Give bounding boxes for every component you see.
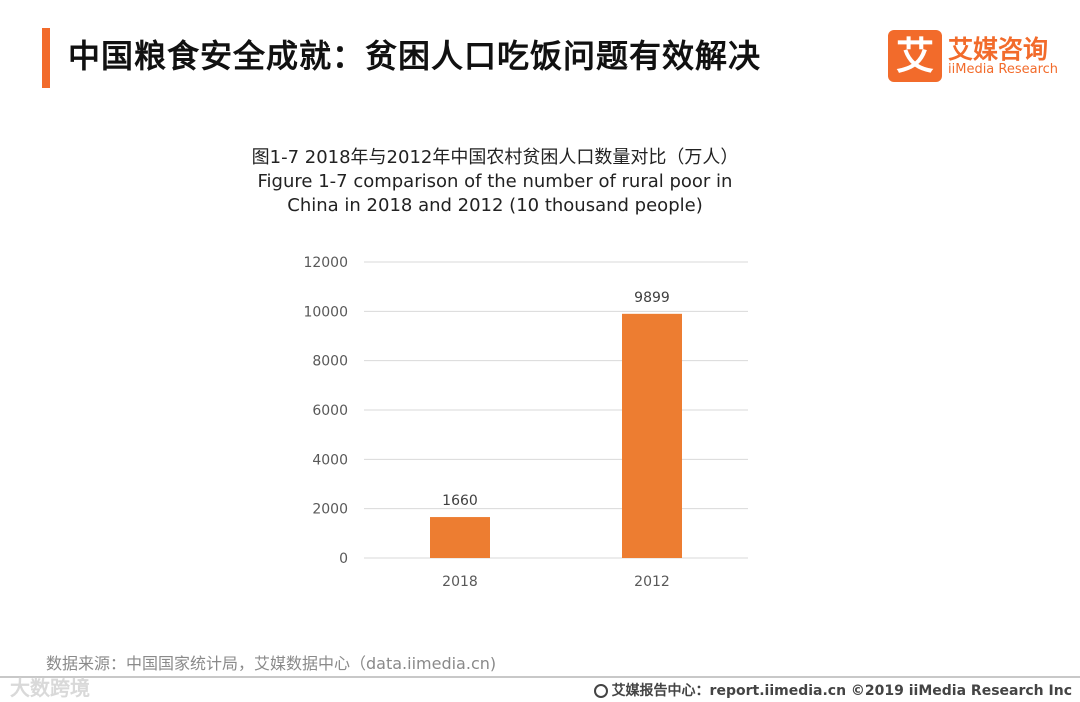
data-source-note: 数据来源：中国国家统计局，艾媒数据中心（data.iimedia.cn) <box>46 654 497 673</box>
logo-mark-icon: 艾 <box>888 30 942 82</box>
chart-title-cn: 图1-7 2018年与2012年中国农村贫困人口数量对比（万人） <box>251 147 739 168</box>
y-tick-label: 2000 <box>312 502 348 518</box>
bar <box>430 517 490 558</box>
watermark: 大数跨境 <box>10 676 90 700</box>
y-tick-label: 12000 <box>303 255 348 271</box>
footer-copyright: 艾媒报告中心：report.iimedia.cn ©2019 iiMedia R… <box>593 680 1072 700</box>
y-tick-label: 10000 <box>303 304 348 320</box>
bar-data-label: 1660 <box>442 493 478 509</box>
logo-cn-text: 艾媒咨询 <box>948 35 1049 64</box>
y-tick-label: 6000 <box>312 403 348 419</box>
title-accent-bar <box>42 28 50 88</box>
x-tick-label: 2018 <box>442 574 478 590</box>
chart-title: 图1-7 2018年与2012年中国农村贫困人口数量对比（万人） Figure … <box>230 146 760 218</box>
bar-data-label: 9899 <box>634 290 670 306</box>
chart-title-en-line1: Figure 1-7 comparison of the number of r… <box>257 171 733 192</box>
chart-title-en-line2: China in 2018 and 2012 (10 thousand peop… <box>287 195 703 216</box>
bar <box>622 313 682 558</box>
footer-copyright-text: 艾媒报告中心：report.iimedia.cn ©2019 iiMedia R… <box>611 683 1072 699</box>
x-tick-label: 2012 <box>634 574 670 590</box>
y-tick-label: 0 <box>339 551 348 567</box>
y-tick-label: 4000 <box>312 452 348 468</box>
globe-icon <box>593 684 608 698</box>
page-title: 中国粮食安全成就：贫困人口吃饭问题有效解决 <box>68 37 762 75</box>
logo-en-text: iiMedia Research <box>948 62 1059 77</box>
y-tick-label: 8000 <box>312 354 348 370</box>
brand-logo: 艾 艾媒咨询 iiMedia Research <box>888 30 1068 86</box>
footer-divider <box>0 676 1080 678</box>
